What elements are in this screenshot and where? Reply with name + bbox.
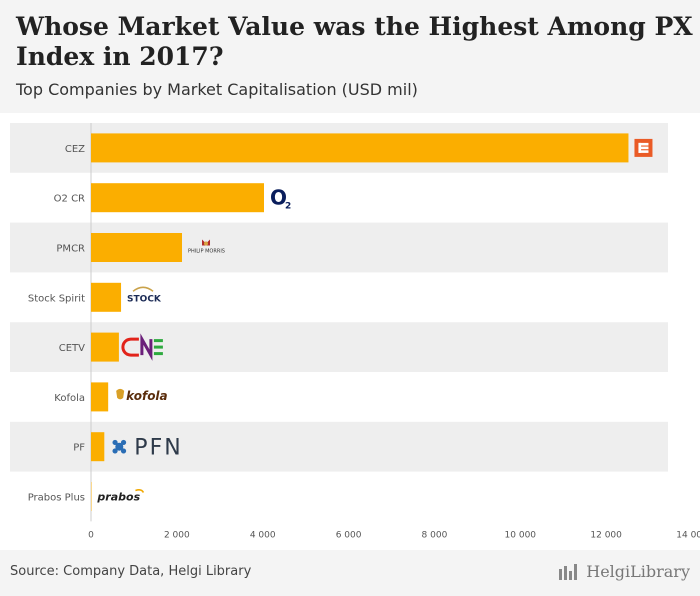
x-tick-label: 12 000 [590, 530, 622, 540]
category-label: Kofola [54, 393, 85, 404]
x-tick-label: 6 000 [336, 530, 362, 540]
x-tick-label: 14 000 [676, 530, 700, 540]
pfn-star-petal [112, 439, 118, 446]
kofola-heart [116, 388, 125, 400]
o2-logo: O2 [270, 186, 291, 212]
pfn-star-petal [120, 439, 127, 446]
x-tick-label: 0 [88, 530, 94, 540]
bar [91, 183, 265, 213]
stock-logo: STOCK [127, 286, 162, 304]
category-label: CEZ [65, 144, 85, 155]
category-label: PMCR [56, 244, 85, 255]
o2-logo-letter: O [270, 186, 287, 210]
cetv-e-bot [153, 352, 163, 356]
chart-area: CEZ O2 CR PMCR Stock Spirit CETV Kofola PF Prab… [0, 113, 700, 550]
cez-logo-stroke [638, 146, 649, 150]
category-label: PF [73, 443, 85, 454]
helgi-library-icon [559, 563, 578, 580]
bar [91, 282, 122, 312]
stock-arc [132, 286, 154, 292]
category-label: O2 CR [54, 194, 85, 205]
row-band [10, 421, 668, 472]
bar [91, 332, 119, 362]
x-tick-label: 8 000 [422, 530, 448, 540]
category-label: Prabos Plus [28, 493, 85, 504]
bar [91, 432, 105, 462]
cetv-logo [121, 333, 163, 361]
prabos-swoosh [135, 489, 145, 493]
brand-name: HelgiLibrary [586, 562, 690, 581]
category-label: Stock Spirit [28, 293, 85, 304]
bar [91, 382, 109, 412]
cetv-c [121, 337, 139, 357]
cez-logo-stroke [638, 142, 642, 153]
chart-subtitle: Top Companies by Market Capitalisation (… [16, 80, 418, 99]
cez-logo-stroke [638, 150, 649, 153]
cez-logo-stroke [638, 142, 649, 146]
row-band [10, 322, 668, 372]
source-note: Source: Company Data, Helgi Library [10, 564, 252, 579]
philip-morris-logo: PHILIP MORRIS [188, 239, 225, 255]
cetv-e-top [153, 339, 163, 343]
prabos-text: prabos [96, 491, 140, 504]
cetv-n [140, 333, 153, 361]
pfn-star-petal [120, 448, 127, 454]
bar [91, 133, 629, 163]
pm-crest-dot [204, 241, 209, 246]
cez-logo [634, 138, 653, 157]
pm-crest [202, 239, 211, 246]
x-tick-label: 4 000 [250, 530, 276, 540]
header: Whose Market Value was the Highest Among… [0, 0, 700, 113]
pfn-logo: PFN [112, 436, 182, 461]
x-tick-label: 10 000 [505, 530, 537, 540]
pfn-star-core [115, 442, 124, 451]
cetv-e-mid [153, 345, 163, 349]
prabos-logo: prabos [96, 489, 145, 504]
bar [91, 233, 183, 262]
x-tick-label: 2 000 [164, 530, 190, 540]
helgi-library-brand: HelgiLibrary [558, 562, 690, 581]
kofola-text: kofola [126, 389, 167, 403]
chart-title: Whose Market Value was the Highest Among… [16, 12, 693, 71]
category-label: CETV [59, 343, 85, 354]
bar-chart: CEZ O2 CR PMCR Stock Spirit CETV Kofola PF Prab… [10, 123, 700, 540]
pfn-star-petal [112, 448, 118, 454]
kofola-logo: kofola [116, 388, 168, 403]
pfn-text: PFN [134, 436, 182, 461]
pm-text: PHILIP MORRIS [188, 249, 225, 255]
footer: Source: Company Data, Helgi Library Helg… [0, 550, 700, 596]
stock-text: STOCK [127, 294, 162, 304]
o2-logo-subscript: 2 [285, 202, 291, 212]
